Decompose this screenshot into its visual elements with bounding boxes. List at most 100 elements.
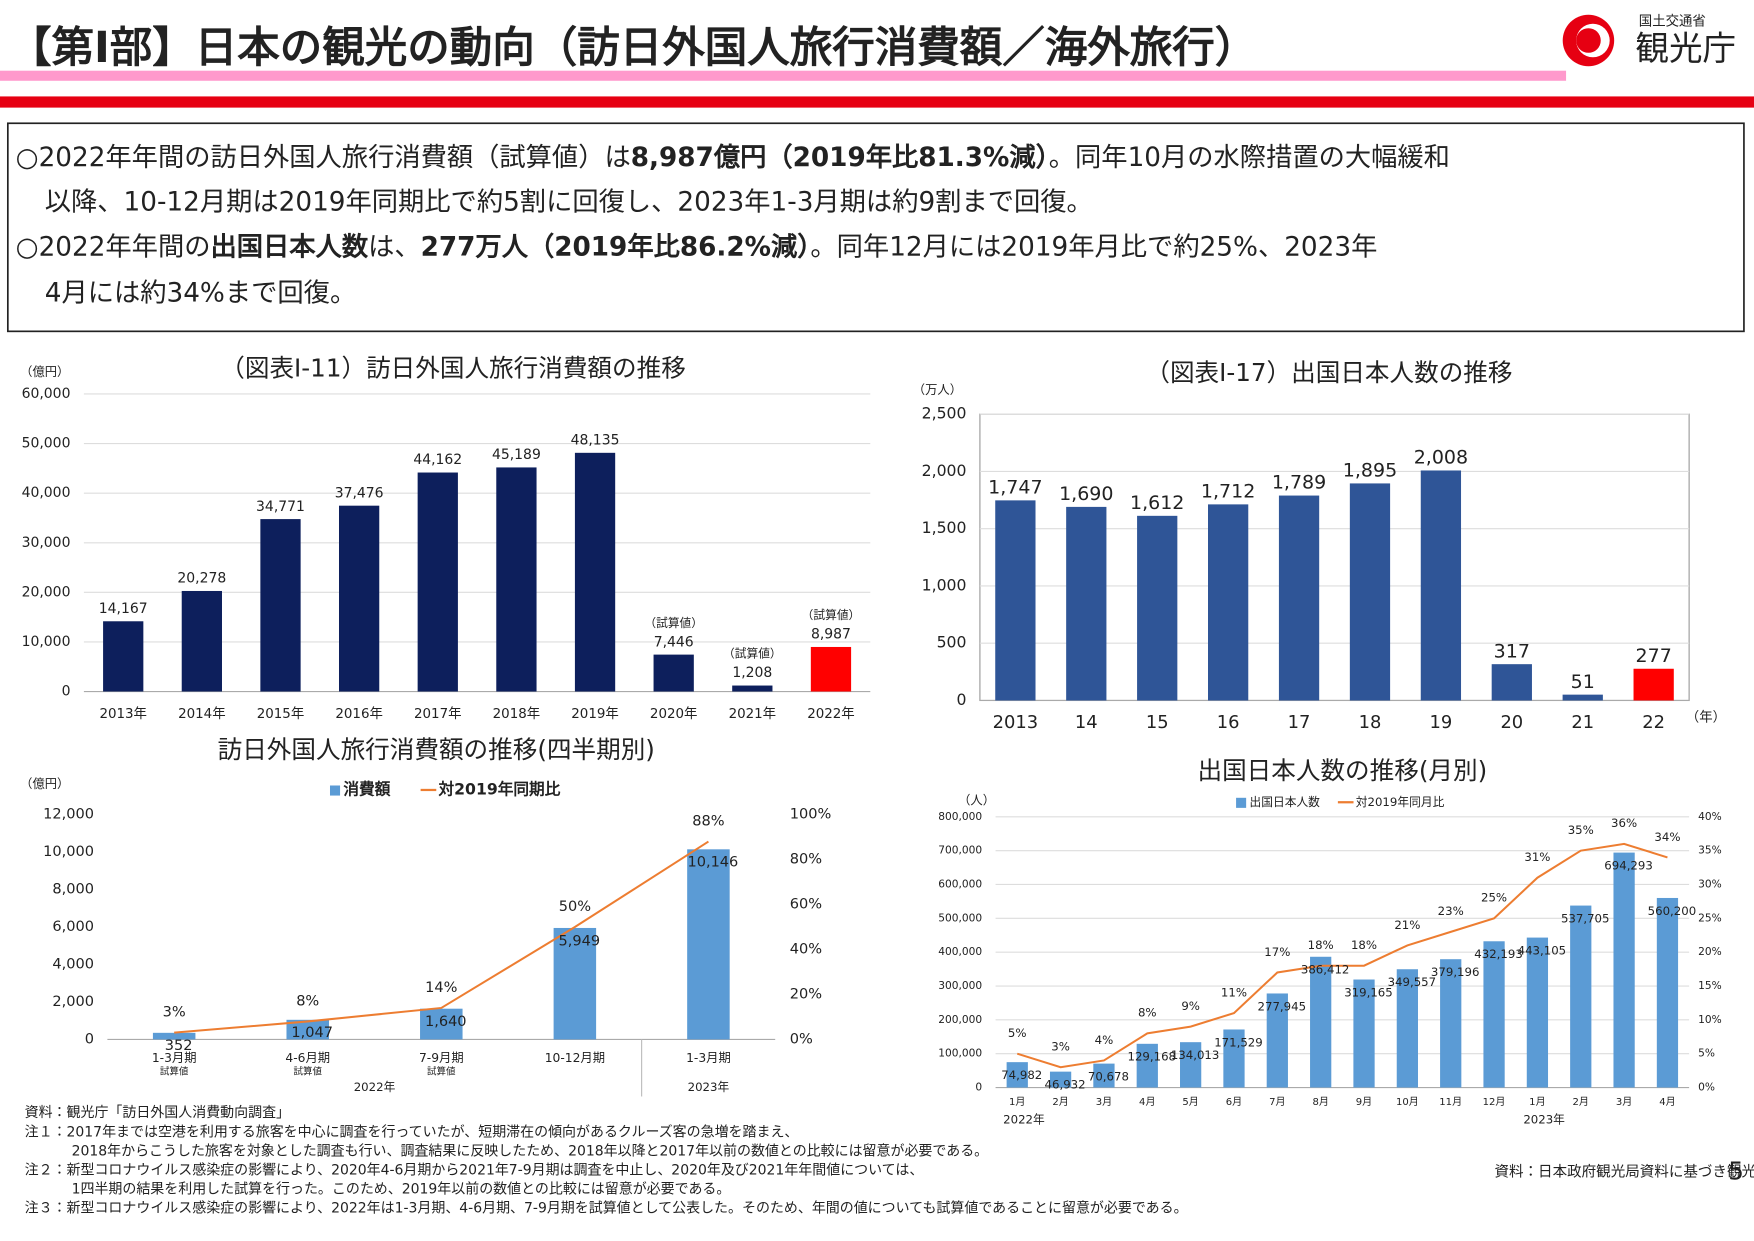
x-sublabel: 試算値 bbox=[293, 1065, 322, 1077]
logo-dot bbox=[1576, 28, 1601, 53]
bar bbox=[420, 1008, 463, 1040]
x-tick-label: 3月 bbox=[1096, 1096, 1112, 1108]
y-tick-label: 20,000 bbox=[22, 584, 71, 600]
x-tick-label: 1-3月期 bbox=[152, 1051, 197, 1065]
line-series bbox=[1016, 842, 1668, 1069]
value-label: 1,747 bbox=[988, 477, 1042, 499]
summary-text: 出国日本人数 bbox=[210, 232, 368, 262]
x-tick-label: 7-9月期 bbox=[419, 1051, 464, 1065]
y2-tick-label: 0% bbox=[790, 1031, 813, 1047]
x-tick-label: 21 bbox=[1571, 712, 1594, 733]
value-label: 14,167 bbox=[99, 601, 148, 617]
footnote: 注２：新型コロナウイルス感染症の影響により、2020年4-6月期から2021年7… bbox=[25, 1161, 924, 1178]
line-value-label: 8% bbox=[1138, 1006, 1157, 1020]
bar bbox=[1049, 1071, 1072, 1088]
value-label: 20,278 bbox=[177, 571, 226, 587]
bar bbox=[810, 646, 852, 692]
y-axis-unit: （人） bbox=[958, 794, 995, 808]
y-tick-label: 0 bbox=[62, 684, 71, 700]
bar bbox=[574, 452, 616, 692]
y2-tick-label: 20% bbox=[1698, 945, 1722, 958]
bar bbox=[181, 590, 222, 692]
bar bbox=[1278, 495, 1320, 701]
chart-title: 訪日外国人旅行消費額の推移(四半期別) bbox=[218, 735, 655, 764]
value-note: （試算値） bbox=[644, 616, 703, 630]
summary-text: 277万人（2019年比86.2%減） bbox=[421, 231, 811, 262]
y-tick-label: 2,000 bbox=[922, 461, 967, 480]
bar bbox=[1633, 668, 1674, 701]
red-band bbox=[0, 96, 1754, 108]
bar-value-label: 432,193 bbox=[1474, 947, 1523, 961]
bar bbox=[338, 505, 380, 692]
x-tick-label: 2016年 bbox=[335, 706, 383, 722]
x-tick-label: 2月 bbox=[1052, 1096, 1068, 1108]
x-sublabel: 試算値 bbox=[160, 1065, 189, 1077]
bar-value-label: 129,168 bbox=[1127, 1050, 1176, 1064]
x-tick-label: 1月 bbox=[1009, 1096, 1025, 1108]
x-tick-label: 2021年 bbox=[729, 706, 777, 722]
chart-title: 出国日本人数の推移(月別) bbox=[1197, 756, 1487, 785]
y-tick-label: 0 bbox=[957, 690, 967, 709]
group-label: 2022年 bbox=[354, 1080, 396, 1094]
x-tick-label: 11月 bbox=[1439, 1096, 1462, 1108]
bar-value-label: 386,412 bbox=[1301, 963, 1350, 977]
summary-line: ○2022年年間の訪日外国人旅行消費額（試算値）は8,987億円（2019年比8… bbox=[16, 141, 1450, 172]
y2-tick-label: 25% bbox=[1698, 911, 1722, 924]
bar bbox=[417, 472, 458, 692]
legend-swatch bbox=[329, 785, 341, 796]
x-tick-label: 9月 bbox=[1356, 1096, 1372, 1108]
y2-tick-label: 80% bbox=[790, 852, 822, 868]
group-label: 2022年 bbox=[1003, 1112, 1045, 1126]
x-tick-label: 17 bbox=[1288, 712, 1311, 733]
x-tick-label: 8月 bbox=[1312, 1096, 1328, 1108]
x-tick-label: 2014年 bbox=[178, 706, 226, 722]
line-value-label: 34% bbox=[1654, 830, 1680, 844]
bar-value-label: 5,949 bbox=[559, 933, 601, 949]
y-axis-unit: （億円） bbox=[20, 777, 69, 791]
bar bbox=[1208, 504, 1249, 701]
legend-label: 対2019年同期比 bbox=[438, 779, 561, 798]
y-tick-label: 500 bbox=[937, 633, 967, 652]
value-label: 51 bbox=[1571, 671, 1595, 693]
value-label: 37,476 bbox=[335, 485, 384, 501]
y2-tick-label: 40% bbox=[790, 941, 822, 957]
footnote: 1四半期の結果を利用した試算を行った。このため、2019年以前の数値との比較には… bbox=[72, 1180, 731, 1197]
value-label: 1,612 bbox=[1130, 492, 1184, 514]
x-tick-label: 12月 bbox=[1483, 1096, 1506, 1108]
y-tick-label: 0 bbox=[85, 1031, 94, 1047]
bar bbox=[1526, 937, 1549, 1088]
y-tick-label: 30,000 bbox=[22, 535, 71, 551]
y2-tick-label: 100% bbox=[790, 807, 832, 823]
line-value-label: 23% bbox=[1438, 904, 1464, 918]
bar bbox=[260, 519, 301, 692]
x-tick-label: 10-12月期 bbox=[545, 1051, 605, 1065]
x-tick-label: 2018年 bbox=[493, 706, 541, 722]
bar bbox=[1093, 1063, 1115, 1088]
agency-name: 観光庁 bbox=[1635, 29, 1736, 68]
line-value-label: 18% bbox=[1308, 938, 1334, 952]
x-tick-label: 2月 bbox=[1573, 1096, 1589, 1108]
line-value-label: 88% bbox=[692, 813, 724, 829]
y-tick-label: 10,000 bbox=[22, 634, 71, 650]
bar bbox=[1223, 1029, 1245, 1088]
bar bbox=[103, 621, 144, 692]
bar bbox=[553, 927, 597, 1040]
bar-value-label: 46,932 bbox=[1045, 1078, 1086, 1092]
line-value-label: 4% bbox=[1095, 1033, 1114, 1047]
bar-value-label: 171,529 bbox=[1214, 1035, 1263, 1049]
y-tick-label: 60,000 bbox=[22, 386, 71, 402]
y-axis-unit: （億円） bbox=[20, 365, 69, 379]
pink-band bbox=[0, 70, 1567, 81]
y-tick-label: 100,000 bbox=[938, 1047, 982, 1060]
line-value-label: 8% bbox=[296, 993, 319, 1009]
summary-text: ○2022年年間の bbox=[16, 232, 211, 262]
bar bbox=[1420, 470, 1462, 701]
y-tick-label: 1,000 bbox=[922, 575, 967, 594]
source-note: 資料：日本政府観光局資料に基づき観光庁作成 bbox=[1494, 1164, 1754, 1181]
value-label: 44,162 bbox=[413, 452, 462, 468]
x-tick-label: 14 bbox=[1075, 712, 1098, 733]
bar bbox=[1613, 852, 1635, 1088]
bar bbox=[286, 1019, 329, 1040]
line-series bbox=[174, 840, 709, 1034]
value-label: 34,771 bbox=[256, 499, 305, 515]
